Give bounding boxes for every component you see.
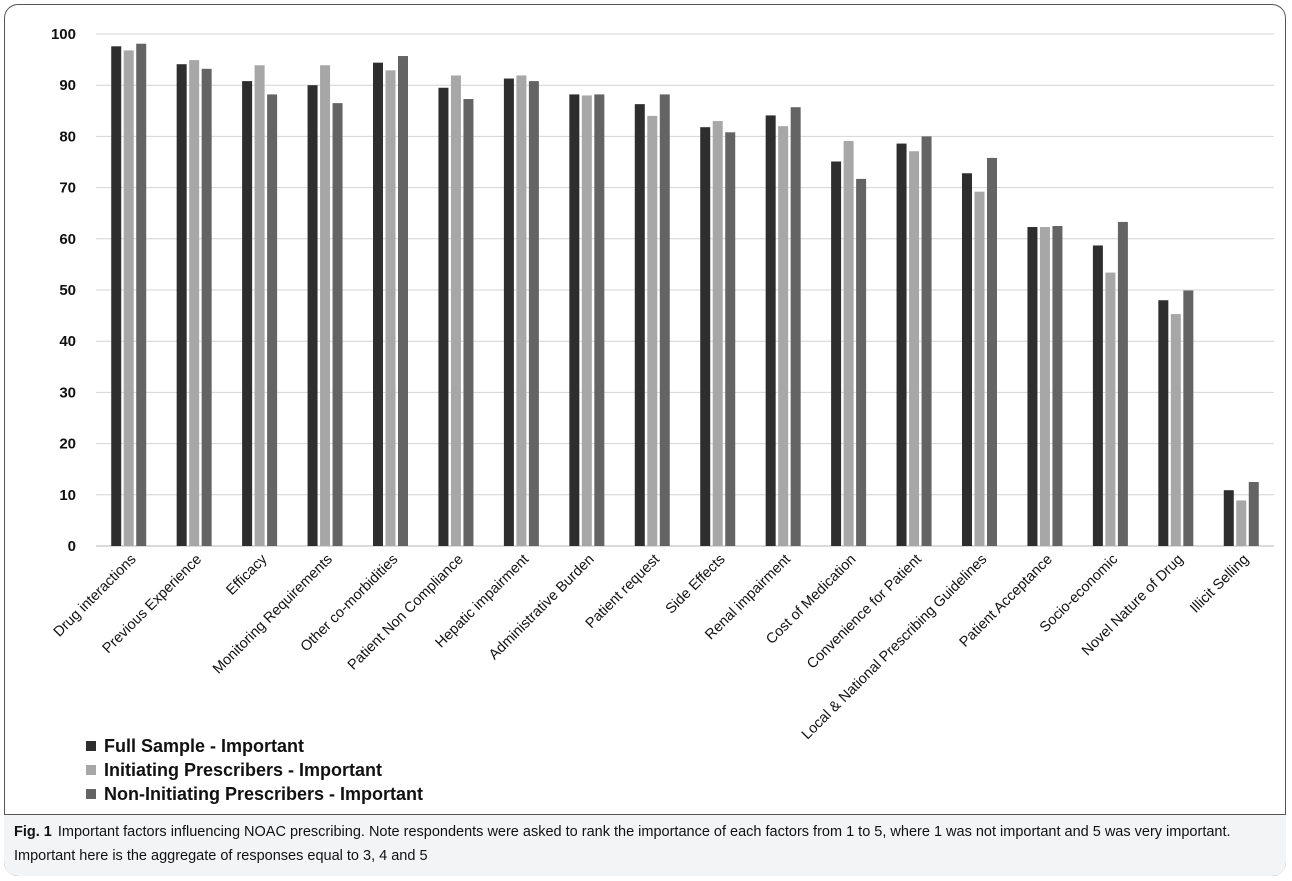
bar — [1105, 272, 1116, 546]
bar — [254, 65, 265, 547]
bar — [778, 126, 789, 546]
bar — [503, 78, 514, 546]
bar — [398, 56, 408, 547]
bar — [1236, 500, 1247, 546]
y-tick-label: 100 — [51, 26, 76, 43]
bar — [1158, 300, 1169, 546]
x-tick-label: Illicit Selling — [1187, 552, 1252, 617]
bar — [856, 178, 867, 546]
bar — [974, 191, 985, 547]
bar — [516, 75, 527, 547]
bar — [307, 85, 318, 546]
bar — [176, 64, 187, 546]
bar — [123, 50, 134, 546]
y-tick-label: 50 — [59, 282, 76, 299]
legend-label-full-sample: Full Sample - Important — [104, 735, 305, 756]
y-tick-label: 20 — [59, 436, 76, 453]
bar — [700, 127, 711, 547]
bar — [569, 94, 580, 546]
bar — [647, 115, 658, 547]
bar — [1248, 482, 1259, 546]
legend-label-initiating: Initiating Prescribers - Important — [104, 759, 383, 780]
bar — [528, 81, 539, 546]
bar — [634, 104, 645, 547]
x-tick-label: Convenience for Patient — [804, 552, 925, 673]
caption-label: Fig. 1 — [14, 824, 52, 840]
y-tick-label: 80 — [59, 128, 76, 145]
y-tick-label: 90 — [59, 77, 76, 94]
bar — [332, 103, 343, 547]
bar — [1183, 290, 1194, 546]
x-tick-label: Efficacy — [223, 551, 271, 599]
bar — [909, 151, 920, 547]
bar — [1027, 227, 1038, 547]
bar — [1092, 245, 1103, 546]
figure-caption: Fig. 1 Important factors influencing NOAC… — [14, 820, 1264, 868]
legend-swatch-full-sample — [86, 741, 96, 751]
bar — [385, 70, 396, 547]
bar — [1052, 226, 1063, 546]
caption-text: Important factors influencing NOAC presc… — [14, 824, 1231, 864]
bar — [594, 94, 605, 546]
x-tick-label: Patient Non Compliance — [345, 552, 467, 674]
bar — [450, 75, 461, 547]
bar — [438, 87, 449, 546]
legend-label-non-initiating: Non-Initiating Prescribers - Important — [104, 783, 424, 804]
bar — [1223, 490, 1234, 546]
caption-panel — [4, 814, 1286, 876]
y-tick-label: 70 — [59, 180, 76, 197]
bar — [136, 43, 147, 547]
bar — [725, 132, 736, 546]
x-tick-label: Monitoring Requirements — [210, 552, 336, 678]
bar — [1170, 314, 1181, 546]
y-tick-label: 30 — [59, 384, 76, 401]
bar — [896, 143, 907, 546]
bar — [373, 62, 383, 547]
legend-item-initiating: Initiating Prescribers - Important — [86, 758, 423, 782]
x-tick-label: Side Effects — [663, 552, 729, 618]
y-tick-label: 10 — [59, 487, 76, 504]
y-tick-label: 60 — [59, 231, 76, 248]
bar — [790, 107, 801, 546]
bar — [712, 121, 723, 546]
bar — [581, 95, 592, 546]
legend-swatch-initiating — [86, 765, 96, 775]
y-tick-label: 40 — [59, 333, 76, 350]
y-tick-label: 0 — [68, 538, 76, 555]
bar — [267, 94, 278, 546]
bar — [463, 99, 474, 547]
bar — [189, 60, 200, 546]
legend: Full Sample - Important Initiating Presc… — [86, 734, 423, 806]
legend-swatch-non-initiating — [86, 789, 96, 799]
bar — [831, 161, 842, 546]
bar — [1039, 227, 1050, 547]
bar — [987, 157, 997, 547]
legend-item-full-sample: Full Sample - Important — [86, 734, 423, 758]
legend-item-non-initiating: Non-Initiating Prescribers - Important — [86, 782, 423, 806]
bar — [921, 136, 932, 546]
bar — [1117, 221, 1128, 547]
bar — [111, 46, 122, 547]
bar — [242, 81, 253, 546]
bar — [962, 173, 972, 546]
bar — [659, 94, 670, 546]
bar — [320, 65, 331, 547]
bar — [201, 68, 212, 546]
bar — [843, 141, 854, 546]
bar — [765, 115, 776, 547]
